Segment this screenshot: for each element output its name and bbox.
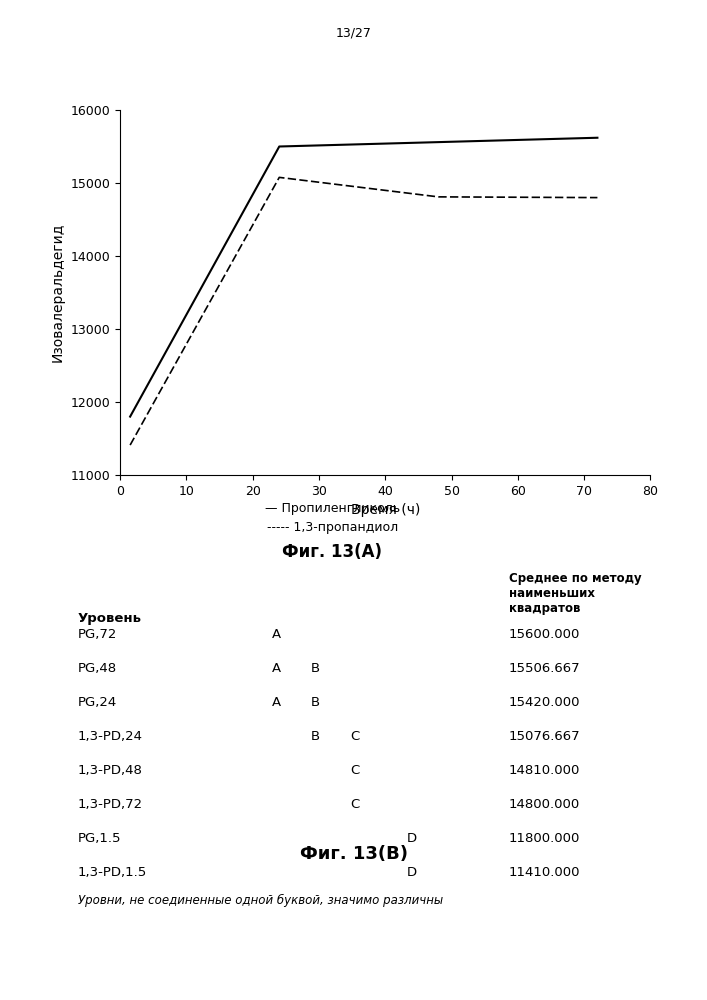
Text: 15076.667: 15076.667 [509,730,580,743]
Text: 15420.000: 15420.000 [509,696,580,709]
Text: ----- 1,3-пропандиол: ----- 1,3-пропандиол [267,521,398,534]
Text: 14800.000: 14800.000 [509,798,580,811]
Text: B: B [311,696,320,709]
Text: 13/27: 13/27 [336,27,371,40]
Text: D: D [407,832,416,845]
Text: 1,3-PD,72: 1,3-PD,72 [78,798,143,811]
Text: PG,24: PG,24 [78,696,117,709]
Text: C: C [350,730,359,743]
Text: Фиг. 13(А): Фиг. 13(А) [282,543,382,561]
Text: A: A [272,696,281,709]
Text: 14810.000: 14810.000 [509,764,580,777]
Text: 1,3-PD,24: 1,3-PD,24 [78,730,143,743]
Text: 15600.000: 15600.000 [509,628,580,641]
Text: A: A [272,662,281,675]
Text: Среднее по методу
наименьших
квадратов: Среднее по методу наименьших квадратов [509,572,642,615]
Text: 1,3-PD,48: 1,3-PD,48 [78,764,143,777]
Text: B: B [311,662,320,675]
Text: Уровень: Уровень [78,612,142,625]
Text: Фиг. 13(B): Фиг. 13(B) [300,845,407,863]
X-axis label: Время (ч): Время (ч) [351,503,420,517]
Text: PG,72: PG,72 [78,628,117,641]
Text: B: B [311,730,320,743]
Text: D: D [407,866,416,879]
Text: 1,3-PD,1.5: 1,3-PD,1.5 [78,866,147,879]
Text: 11800.000: 11800.000 [509,832,580,845]
Text: PG,1.5: PG,1.5 [78,832,122,845]
Text: C: C [350,798,359,811]
Text: A: A [272,628,281,641]
Text: C: C [350,764,359,777]
Text: 11410.000: 11410.000 [509,866,580,879]
Text: PG,48: PG,48 [78,662,117,675]
Text: — Пропиленгликоль: — Пропиленгликоль [264,502,400,515]
Y-axis label: Изовалеральдегид: Изовалеральдегид [51,223,65,362]
Text: 15506.667: 15506.667 [509,662,580,675]
Text: Уровни, не соединенные одной буквой, значимо различны: Уровни, не соединенные одной буквой, зна… [78,894,443,907]
